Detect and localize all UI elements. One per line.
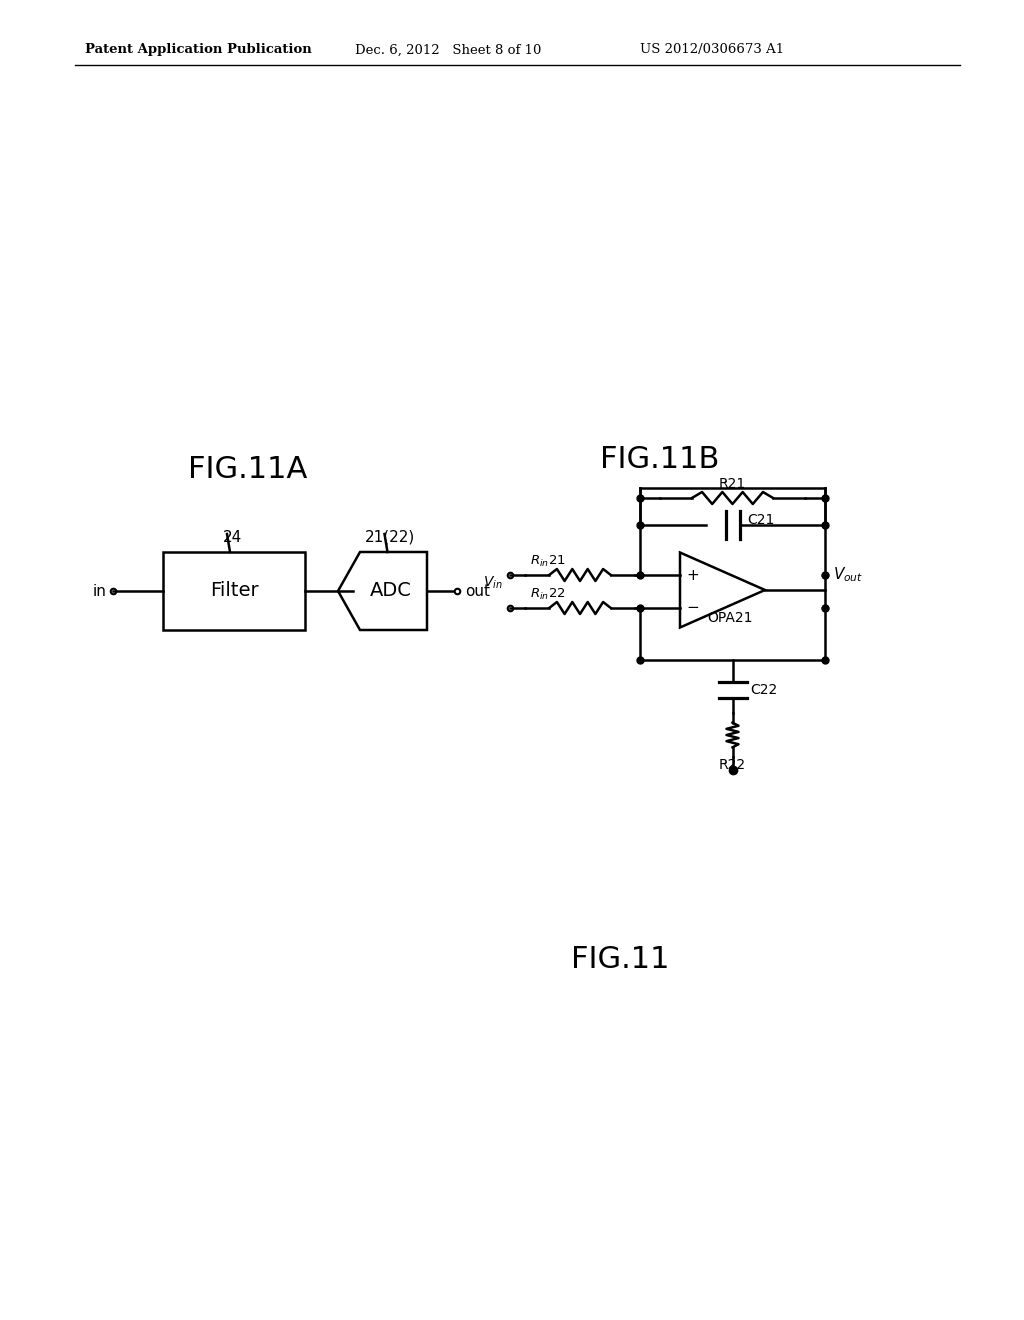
Text: OPA21: OPA21 [708, 611, 753, 624]
Text: C22: C22 [751, 682, 778, 697]
Text: $V_{in}$: $V_{in}$ [483, 574, 503, 591]
Text: US 2012/0306673 A1: US 2012/0306673 A1 [640, 44, 784, 57]
Text: FIG.11: FIG.11 [570, 945, 670, 974]
Text: in: in [93, 583, 106, 598]
Text: FIG.11B: FIG.11B [600, 446, 720, 474]
Text: ADC: ADC [370, 582, 412, 601]
Text: $V_{out}$: $V_{out}$ [833, 566, 863, 585]
Text: Filter: Filter [210, 582, 258, 601]
Text: $R_{in}22$: $R_{in}22$ [530, 586, 565, 602]
Text: FIG.11A: FIG.11A [188, 455, 307, 484]
Text: R21: R21 [719, 477, 746, 491]
Text: Patent Application Publication: Patent Application Publication [85, 44, 311, 57]
Text: R22: R22 [719, 758, 746, 772]
Text: 21(22): 21(22) [366, 531, 416, 545]
Text: 24: 24 [222, 531, 242, 545]
Text: +: + [687, 568, 699, 582]
Text: C21: C21 [748, 513, 775, 527]
Text: −: − [687, 601, 699, 615]
Text: Dec. 6, 2012   Sheet 8 of 10: Dec. 6, 2012 Sheet 8 of 10 [355, 44, 542, 57]
Text: $R_{in}21$: $R_{in}21$ [530, 553, 565, 569]
Text: out: out [465, 583, 490, 598]
